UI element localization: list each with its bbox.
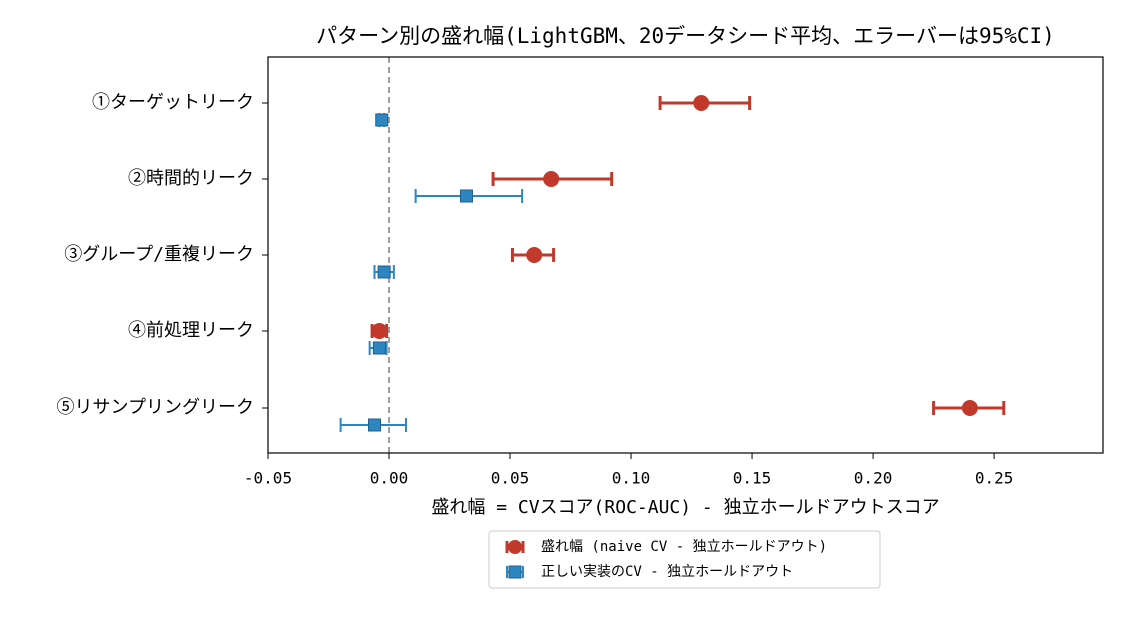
legend-label: 盛れ幅 (naive CV - 独立ホールドアウト) — [541, 539, 827, 555]
chart-title: パターン別の盛れ幅(LightGBM、20データシード平均、エラーバーは95%C… — [316, 24, 1055, 48]
x-tick-label: 0.15 — [733, 469, 772, 488]
y-tick-label: ①ターゲットリーク — [92, 92, 254, 113]
y-tick-label: ③グループ/重複リーク — [64, 244, 254, 265]
x-tick-label: 0.20 — [854, 469, 893, 488]
legend-marker-square — [508, 565, 522, 579]
data-point-square — [372, 341, 386, 355]
legend-marker-circle — [508, 540, 522, 554]
x-axis-label: 盛れ幅 = CVスコア(ROC-AUC) - 独立ホールドアウトスコア — [431, 497, 939, 518]
y-tick-label: ⑤リサンプリングリーク — [57, 397, 254, 418]
x-tick-label: 0.05 — [491, 469, 530, 488]
data-point-circle — [371, 323, 388, 339]
data-point-circle — [526, 247, 543, 263]
data-point-circle — [543, 171, 560, 187]
data-point-square — [375, 113, 389, 127]
legend-box — [488, 530, 881, 589]
plot-frame — [267, 56, 1104, 454]
x-tick-label: -0.05 — [244, 469, 292, 488]
data-point-square — [459, 189, 473, 203]
data-point-circle — [693, 95, 710, 111]
data-point-square — [377, 265, 391, 279]
data-point-circle — [961, 400, 978, 416]
x-tick-label: 0.25 — [975, 469, 1014, 488]
y-tick-label: ②時間的リーク — [128, 168, 254, 189]
data-point-square — [367, 418, 381, 432]
legend-label: 正しい実装のCV - 独立ホールドアウト — [541, 564, 793, 580]
x-tick-label: 0.10 — [612, 469, 651, 488]
x-tick-label: 0.00 — [370, 469, 409, 488]
y-tick-label: ④前処理リーク — [128, 320, 254, 341]
